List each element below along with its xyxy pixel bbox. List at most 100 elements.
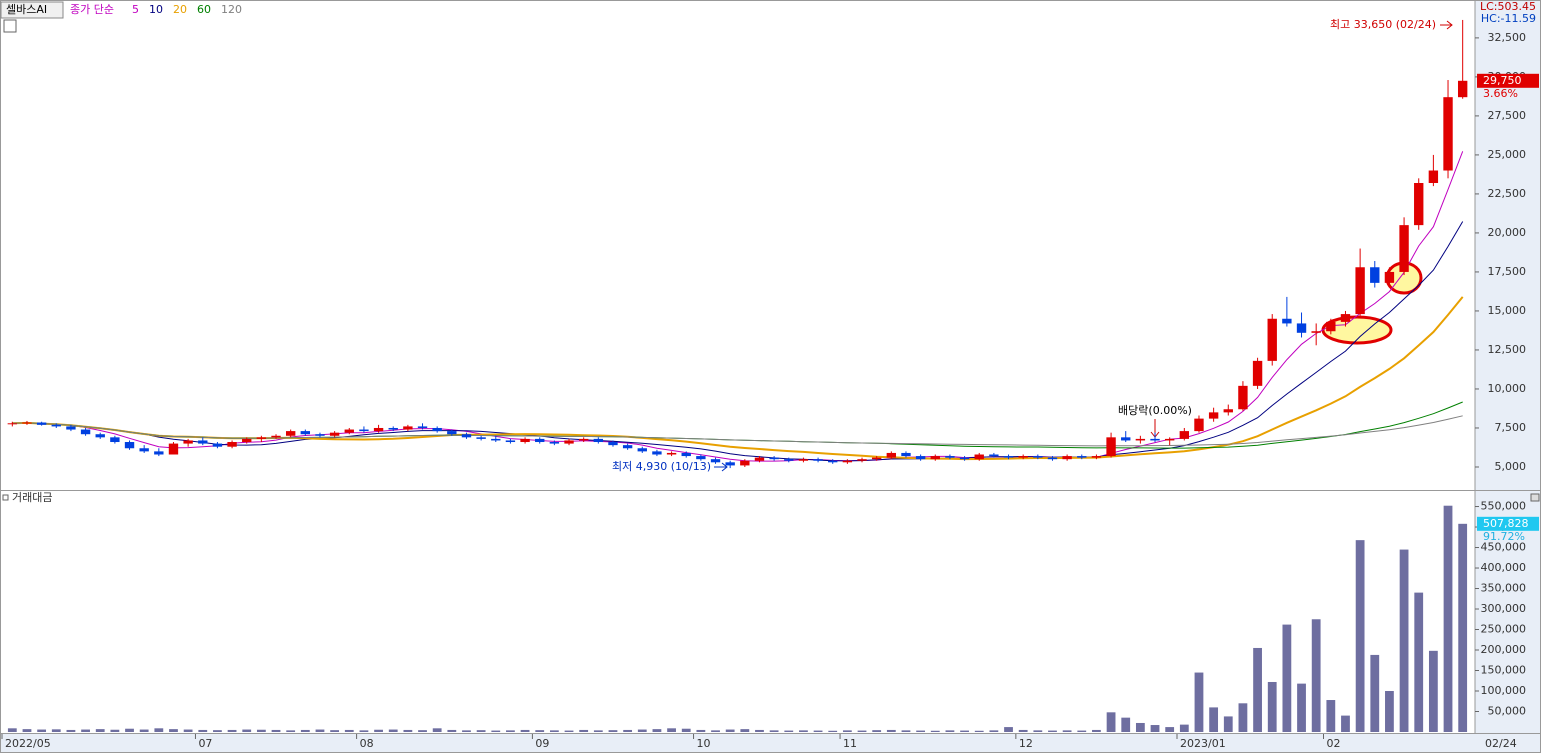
- volume-bar: [1282, 624, 1292, 732]
- candle-body: [491, 438, 501, 441]
- volume-bar: [842, 730, 852, 732]
- y-tick-label: 15,000: [1488, 304, 1527, 317]
- volume-bar: [1253, 647, 1262, 732]
- arrow: [714, 462, 728, 472]
- volume-bar: [1414, 592, 1424, 732]
- settings-icon[interactable]: [3, 19, 17, 33]
- y-tick-label: 50,000: [1488, 705, 1527, 718]
- volume-bar: [593, 730, 603, 732]
- volume-bar: [535, 730, 545, 732]
- volume-bar: [476, 730, 486, 732]
- candle-body: [95, 434, 105, 438]
- x-tick-label: 08: [360, 737, 374, 750]
- volume-bar: [242, 729, 252, 732]
- candle-body: [139, 448, 149, 452]
- volume-bar: [681, 728, 691, 732]
- x-tick-label: 07: [198, 737, 212, 750]
- volume-bar: [784, 730, 794, 732]
- candle-body: [945, 456, 955, 458]
- panel-button[interactable]: [1530, 493, 1540, 502]
- candle-body: [930, 456, 940, 460]
- volume-bar: [886, 729, 896, 732]
- candle-body: [710, 459, 721, 463]
- volume-bar: [1443, 505, 1453, 732]
- candle-body: [359, 429, 369, 432]
- volume-bar: [740, 729, 750, 732]
- candle-body: [242, 438, 252, 443]
- candle-body: [227, 442, 237, 447]
- candle-body: [769, 457, 779, 460]
- volume-bar: [974, 730, 984, 732]
- volume-bar: [857, 730, 867, 732]
- volume-bar: [711, 730, 720, 732]
- volume-tag-label: 507,828: [1483, 517, 1529, 530]
- volume-bar: [51, 729, 61, 732]
- dividend-annotation: 배당락(0.00%): [1118, 404, 1192, 417]
- candle-body: [520, 438, 530, 443]
- low-annotation: 최저 4,930 (10/13): [612, 460, 711, 473]
- y-tick-label: 32,500: [1488, 31, 1527, 44]
- volume-title: 거래대금: [12, 491, 52, 504]
- candle-body: [373, 427, 384, 432]
- volume-bar: [549, 730, 559, 732]
- candle-body: [36, 422, 47, 425]
- volume-bar: [213, 730, 222, 732]
- volume-bar: [1033, 730, 1043, 732]
- candle-body: [271, 435, 281, 438]
- volume-bar: [227, 729, 237, 732]
- stock-name[interactable]: 셀바스AI: [6, 3, 47, 16]
- volume-bar: [769, 730, 779, 732]
- x-axis-area: [0, 734, 1541, 753]
- high-annotation: 최고 33,650 (02/24): [1330, 18, 1436, 31]
- candle-body: [80, 429, 91, 435]
- candle-body: [1355, 267, 1365, 315]
- x-tick-label: 11: [843, 737, 857, 750]
- volume-bar: [652, 729, 662, 732]
- x-tick-label: 10: [697, 737, 711, 750]
- candle-body: [300, 431, 311, 435]
- volume-bar: [930, 730, 940, 732]
- y-tick-label: 400,000: [1481, 561, 1527, 574]
- volume-bar: [667, 728, 676, 732]
- volume-bar: [374, 729, 383, 732]
- volume-bar: [1370, 654, 1380, 732]
- volume-bar: [256, 729, 266, 732]
- candle-body: [7, 423, 18, 425]
- candle-body: [886, 452, 897, 458]
- candle-body: [1091, 456, 1102, 458]
- volume-bar: [725, 729, 735, 732]
- y-tick-label: 150,000: [1481, 664, 1527, 677]
- candle-body: [974, 454, 984, 460]
- candle-body: [989, 454, 999, 457]
- candle-body: [696, 456, 706, 460]
- candle-body: [1018, 456, 1028, 458]
- volume-bar: [315, 729, 325, 732]
- stock-name-box[interactable]: [0, 1, 64, 19]
- candle-body: [1121, 437, 1131, 441]
- candle-body: [403, 426, 413, 430]
- volume-bar: [696, 729, 706, 732]
- arrow: [1440, 20, 1453, 30]
- candle-body: [901, 452, 911, 457]
- candle-body: [1428, 170, 1439, 184]
- candle-body: [1296, 323, 1307, 333]
- volume-bar: [1062, 730, 1072, 732]
- volume-bar: [1135, 722, 1145, 732]
- volume-bar: [22, 729, 32, 732]
- candle-body: [1282, 318, 1292, 324]
- candle-body: [22, 422, 32, 424]
- x-tick-label: 09: [535, 737, 549, 750]
- volume-bar: [330, 730, 340, 732]
- candle-body: [168, 443, 179, 455]
- volume-bar: [828, 730, 838, 732]
- y-tick-label: 17,500: [1488, 265, 1527, 278]
- volume-bar: [491, 730, 501, 732]
- y-tick-label: 5,000: [1495, 460, 1527, 473]
- volume-bar: [7, 728, 17, 732]
- candle-body: [1443, 97, 1453, 171]
- legend-label: 종가 단순: [70, 3, 114, 16]
- candle-body: [959, 457, 970, 460]
- candle-body: [1326, 321, 1336, 332]
- volume-bar: [755, 729, 764, 732]
